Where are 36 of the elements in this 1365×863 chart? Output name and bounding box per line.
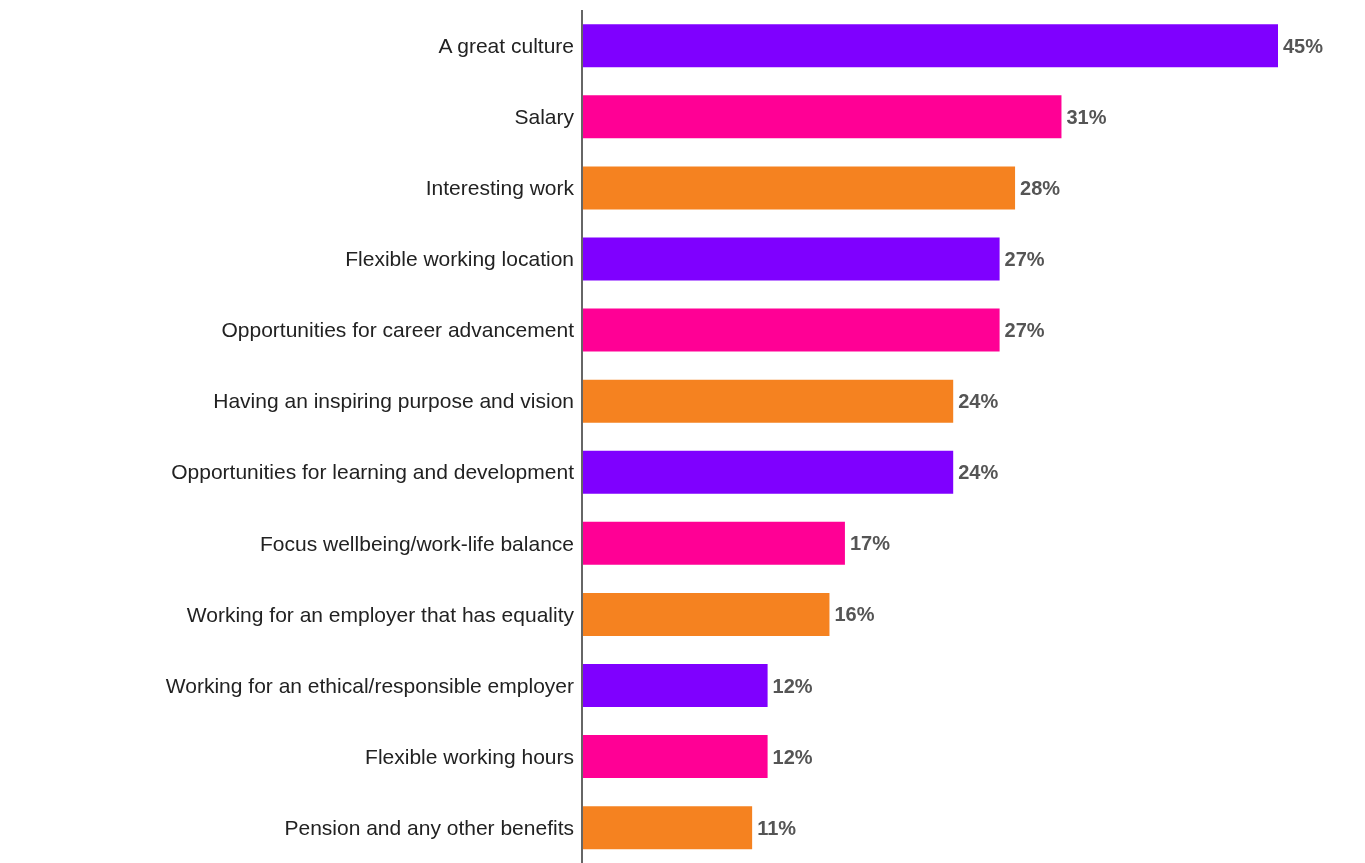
y-tick-label: Pension and any other benefits [284,815,574,839]
bar [582,379,954,423]
data-label: 27% [1004,319,1045,342]
y-tick-label: Working for an ethical/responsible employer [165,673,574,697]
y-tick-label: Salary [514,105,575,129]
data-label: 16% [834,603,875,626]
data-label: 31% [1066,105,1107,128]
y-tick-label: Focus wellbeing/work-life balance [260,531,574,555]
y-tick-label: Having an inspiring purpose and vision [213,389,574,413]
y-tick-label: A great culture [438,34,574,57]
bar [582,308,1000,352]
data-label: 17% [849,532,891,555]
bar [582,24,1278,68]
data-label: 24% [958,390,999,413]
data-label: 28% [1020,176,1061,199]
bar [582,592,830,636]
bar [582,735,768,779]
y-tick-label: Flexible working hours [365,744,574,768]
bar [582,806,753,850]
bar [582,237,1000,281]
bar [582,95,1062,139]
data-label: 12% [772,674,813,697]
data-label: 11% [757,816,797,839]
y-tick-label: Opportunities for career advancement [221,318,575,342]
data-label: 24% [958,461,999,484]
y-tick-label: Opportunities for learning and development [171,460,575,484]
data-label: 12% [772,745,813,768]
bar [582,663,768,707]
y-tick-label: Flexible working location [345,247,574,271]
bar [582,450,954,494]
data-label: 27% [1004,248,1045,271]
data-label: 45% [1283,34,1324,57]
y-tick-label: Interesting work [425,176,575,200]
bar [582,521,845,565]
y-tick-label: Working for an employer that has equality [186,602,575,626]
bar [582,166,1016,210]
